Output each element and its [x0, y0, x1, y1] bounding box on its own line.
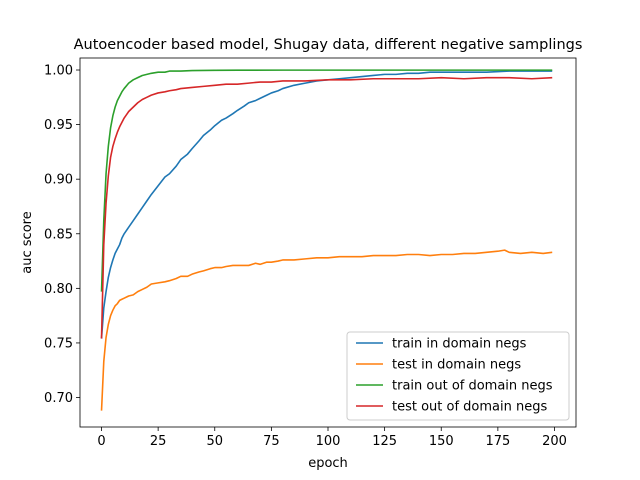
legend-box: [346, 331, 570, 421]
y-tick-label: 0.75: [44, 336, 73, 351]
legend-label: test in domain negs: [392, 358, 521, 373]
y-tick-label: 0.80: [44, 282, 73, 297]
series-line-3: [100, 76, 553, 339]
y-tick-label: 1.00: [44, 64, 73, 79]
y-tick-label: 0.95: [44, 118, 73, 133]
y-tick-label: 0.90: [44, 173, 73, 188]
x-axis-ticks: 0 25 50 75 100 125 150 175 200: [97, 427, 567, 449]
y-axis-label: auc score: [20, 211, 35, 273]
series-line-2: [100, 69, 553, 292]
x-tick-label: 75: [263, 434, 280, 449]
x-tick-label: 0: [97, 434, 105, 449]
series-line-0: [100, 70, 553, 339]
y-tick-label: 0.85: [44, 227, 73, 242]
x-tick-label: 25: [150, 434, 167, 449]
x-tick-label: 50: [206, 434, 223, 449]
y-tick-label: 0.70: [44, 391, 73, 406]
series-line-1: [100, 249, 553, 411]
x-tick-label: 125: [372, 434, 397, 449]
x-tick-label: 100: [316, 434, 341, 449]
x-tick-label: 200: [542, 434, 567, 449]
y-axis-ticks: 0.70 0.75 0.80 0.85 0.90 0.95 1.00: [44, 64, 80, 406]
series-layer: [100, 69, 553, 411]
legend-label: train in domain negs: [392, 337, 527, 352]
legend-label: train out of domain negs: [392, 379, 553, 394]
x-tick-label: 175: [485, 434, 510, 449]
chart-title: Autoencoder based model, Shugay data, di…: [74, 37, 583, 53]
legend: train in domain negs test in domain negs t…: [346, 331, 570, 421]
x-tick-label: 150: [429, 434, 454, 449]
x-axis-label: epoch: [308, 456, 348, 471]
legend-label: test out of domain negs: [392, 400, 547, 415]
